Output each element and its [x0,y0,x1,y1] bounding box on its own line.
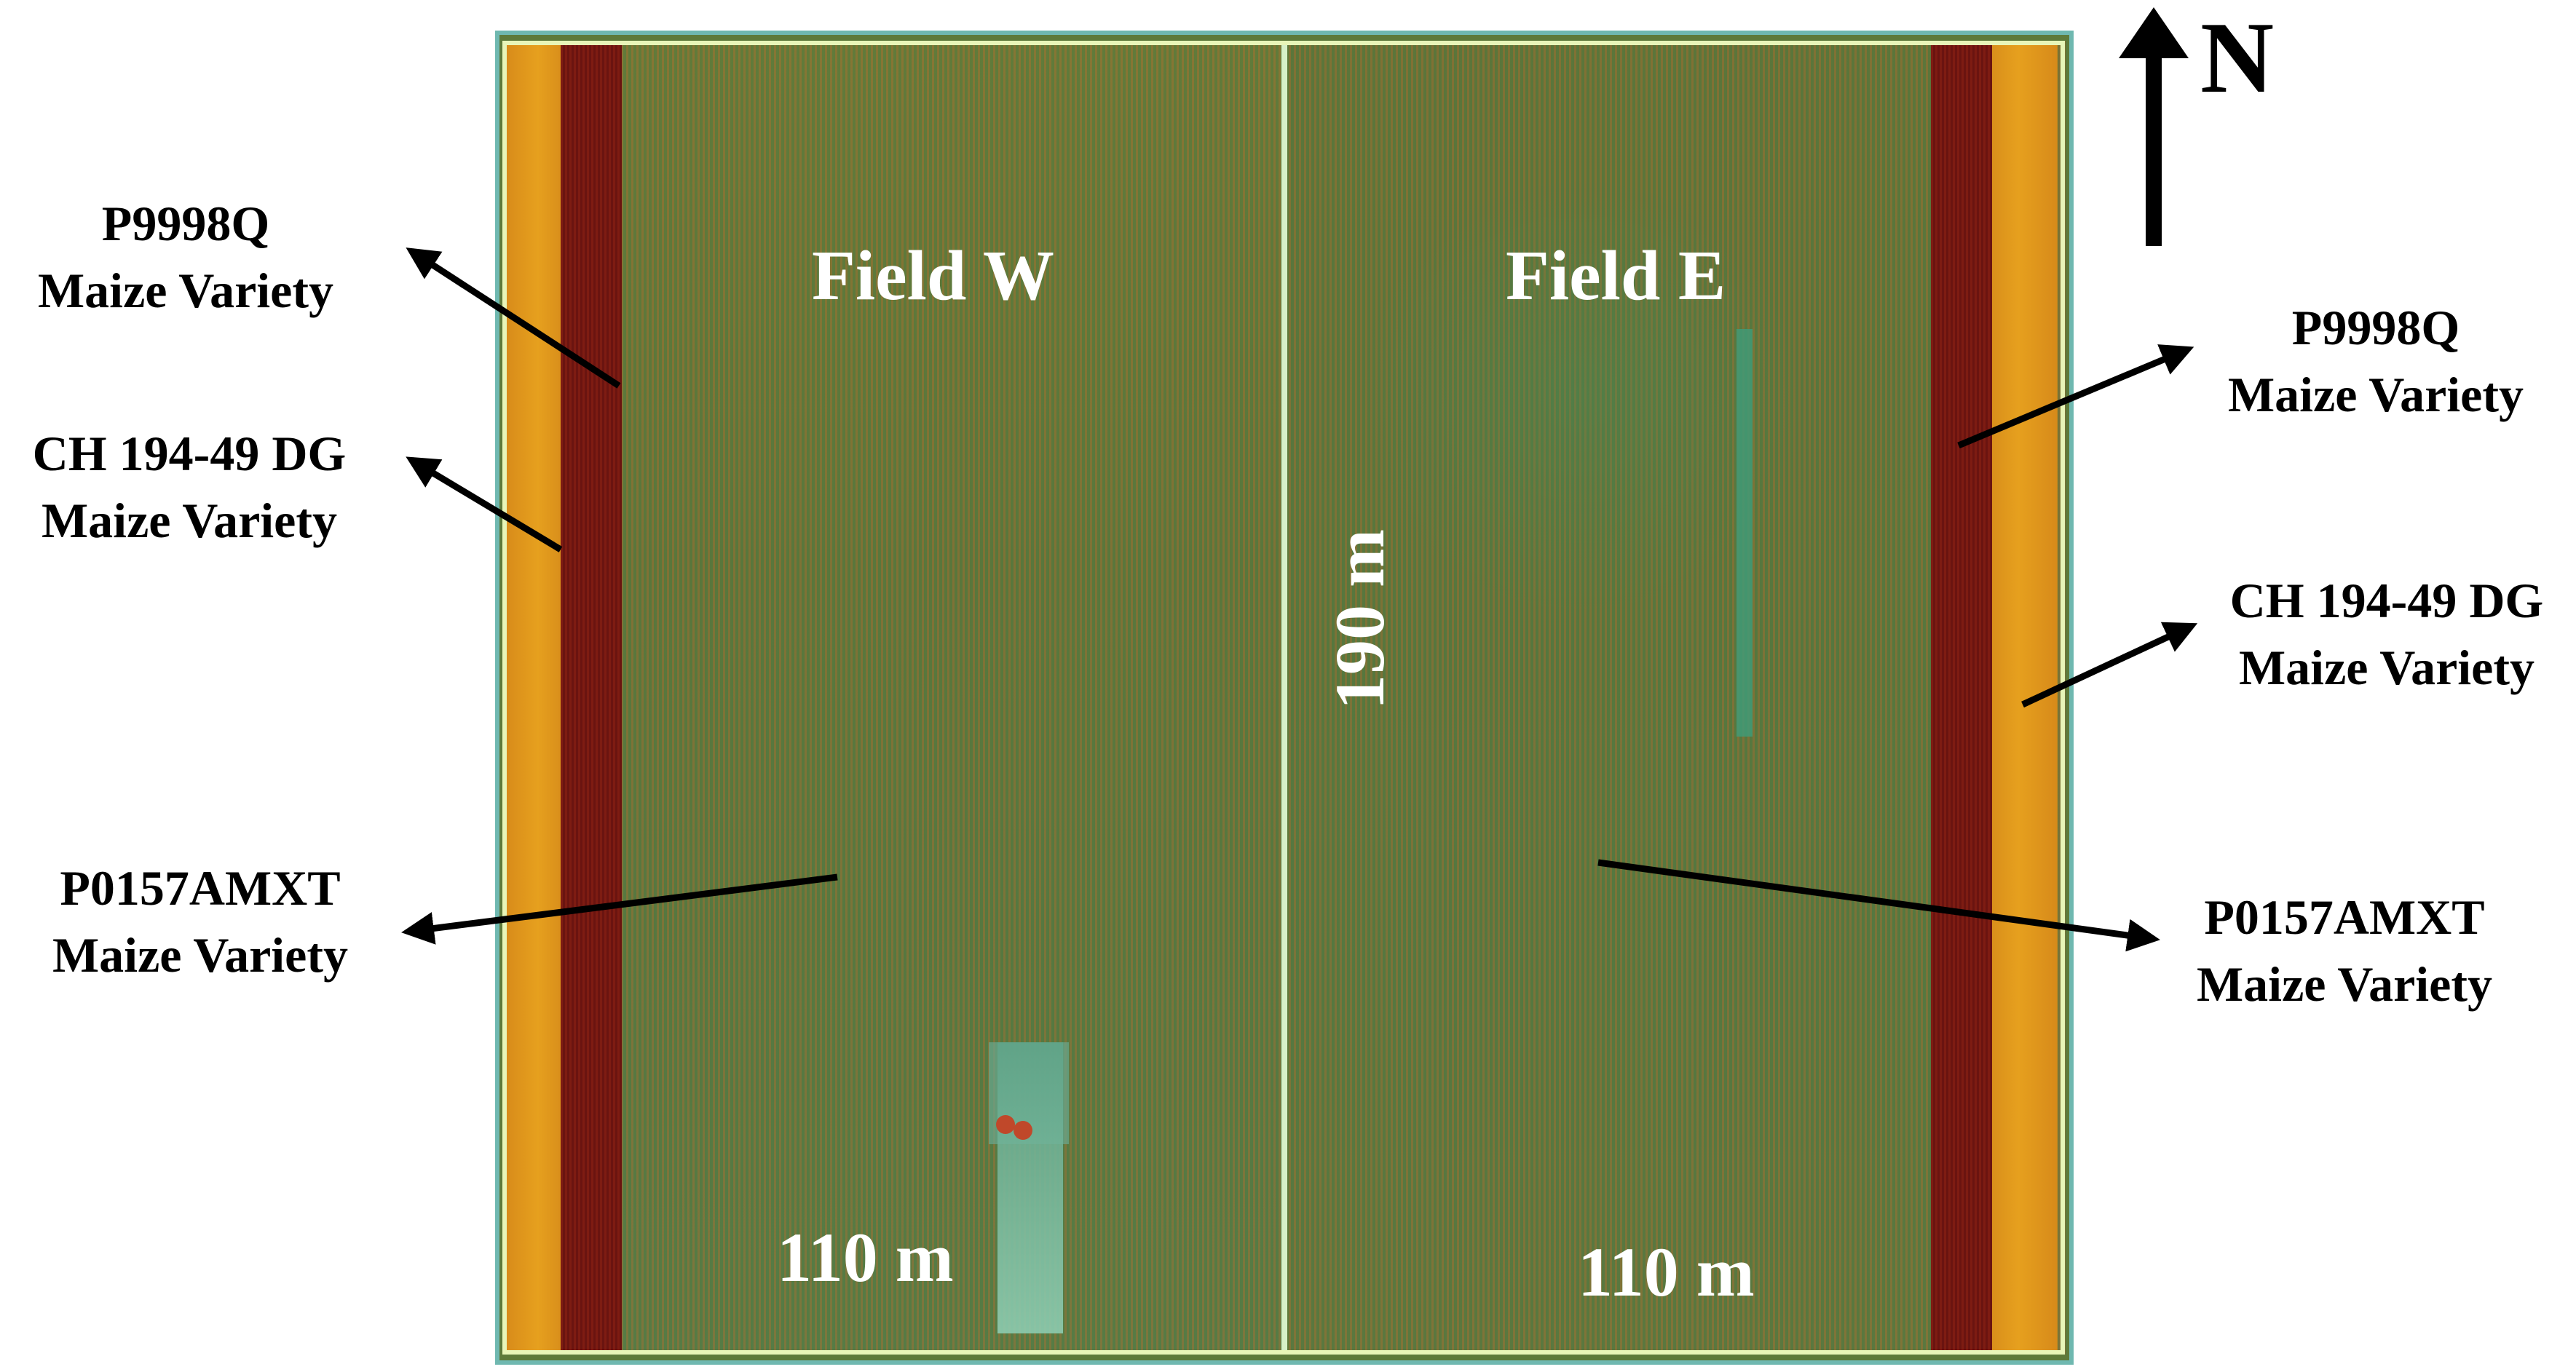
west-red-strip [561,41,622,1355]
variety-type: Maize Variety [2228,366,2524,422]
variety-type: Maize Variety [2197,956,2492,1012]
arrow-left-ch19449dg [406,456,563,552]
variety-name: CH 194-49 DG [32,426,347,481]
arrow-right-ch19449dg [2021,622,2198,708]
variety-name: P0157AMXT [2204,889,2485,945]
variety-type: Maize Variety [42,492,337,548]
variety-label-right-ch19449dg: CH 194-49 DG Maize Variety [2197,568,2576,702]
variety-name: P9998Q [101,196,270,251]
east-orange-strip [1992,41,2058,1355]
north-arrow-icon [2119,7,2189,246]
variety-label-right-p9998q: P9998Q Maize Variety [2205,295,2547,429]
arrow-left-p9998q [406,247,621,389]
vegetation-strip [1737,329,1753,737]
field-e-width-label: 110 m [1578,1233,1755,1311]
vegetation-patch [1354,176,1806,613]
variety-label-left-p9998q: P9998Q Maize Variety [15,191,357,325]
field-w-width-label: 110 m [777,1218,954,1296]
west-orange-strip [504,41,561,1355]
variety-label-left-ch19449dg: CH 194-49 DG Maize Variety [0,421,379,555]
arrow-left-p0157amxt [401,873,838,945]
variety-label-left-p0157amxt: P0157AMXT Maize Variety [25,855,375,989]
aerial-map [495,31,2074,1365]
variety-type: Maize Variety [2239,639,2534,695]
variety-type: Maize Variety [38,262,333,318]
north-label: N [2200,1,2275,114]
arrow-right-p0157amxt [1597,859,2160,952]
field-w-label: Field W [812,237,1055,315]
patch-dot [996,1115,1015,1134]
variety-name: CH 194-49 DG [2229,573,2544,628]
field-divider [1281,41,1287,1355]
patch-dot [1014,1121,1032,1140]
variety-name: P9998Q [2291,300,2460,355]
field-e-label: Field E [1506,237,1726,315]
field-boundary [502,41,2065,1355]
arrow-right-p9998q [1957,344,2194,449]
east-red-strip [1931,41,1992,1355]
variety-label-right-p0157amxt: P0157AMXT Maize Variety [2166,884,2523,1018]
variety-type: Maize Variety [52,927,348,983]
bare-strip [997,1042,1063,1333]
field-w-area [504,41,1283,1355]
variety-name: P0157AMXT [60,860,341,916]
